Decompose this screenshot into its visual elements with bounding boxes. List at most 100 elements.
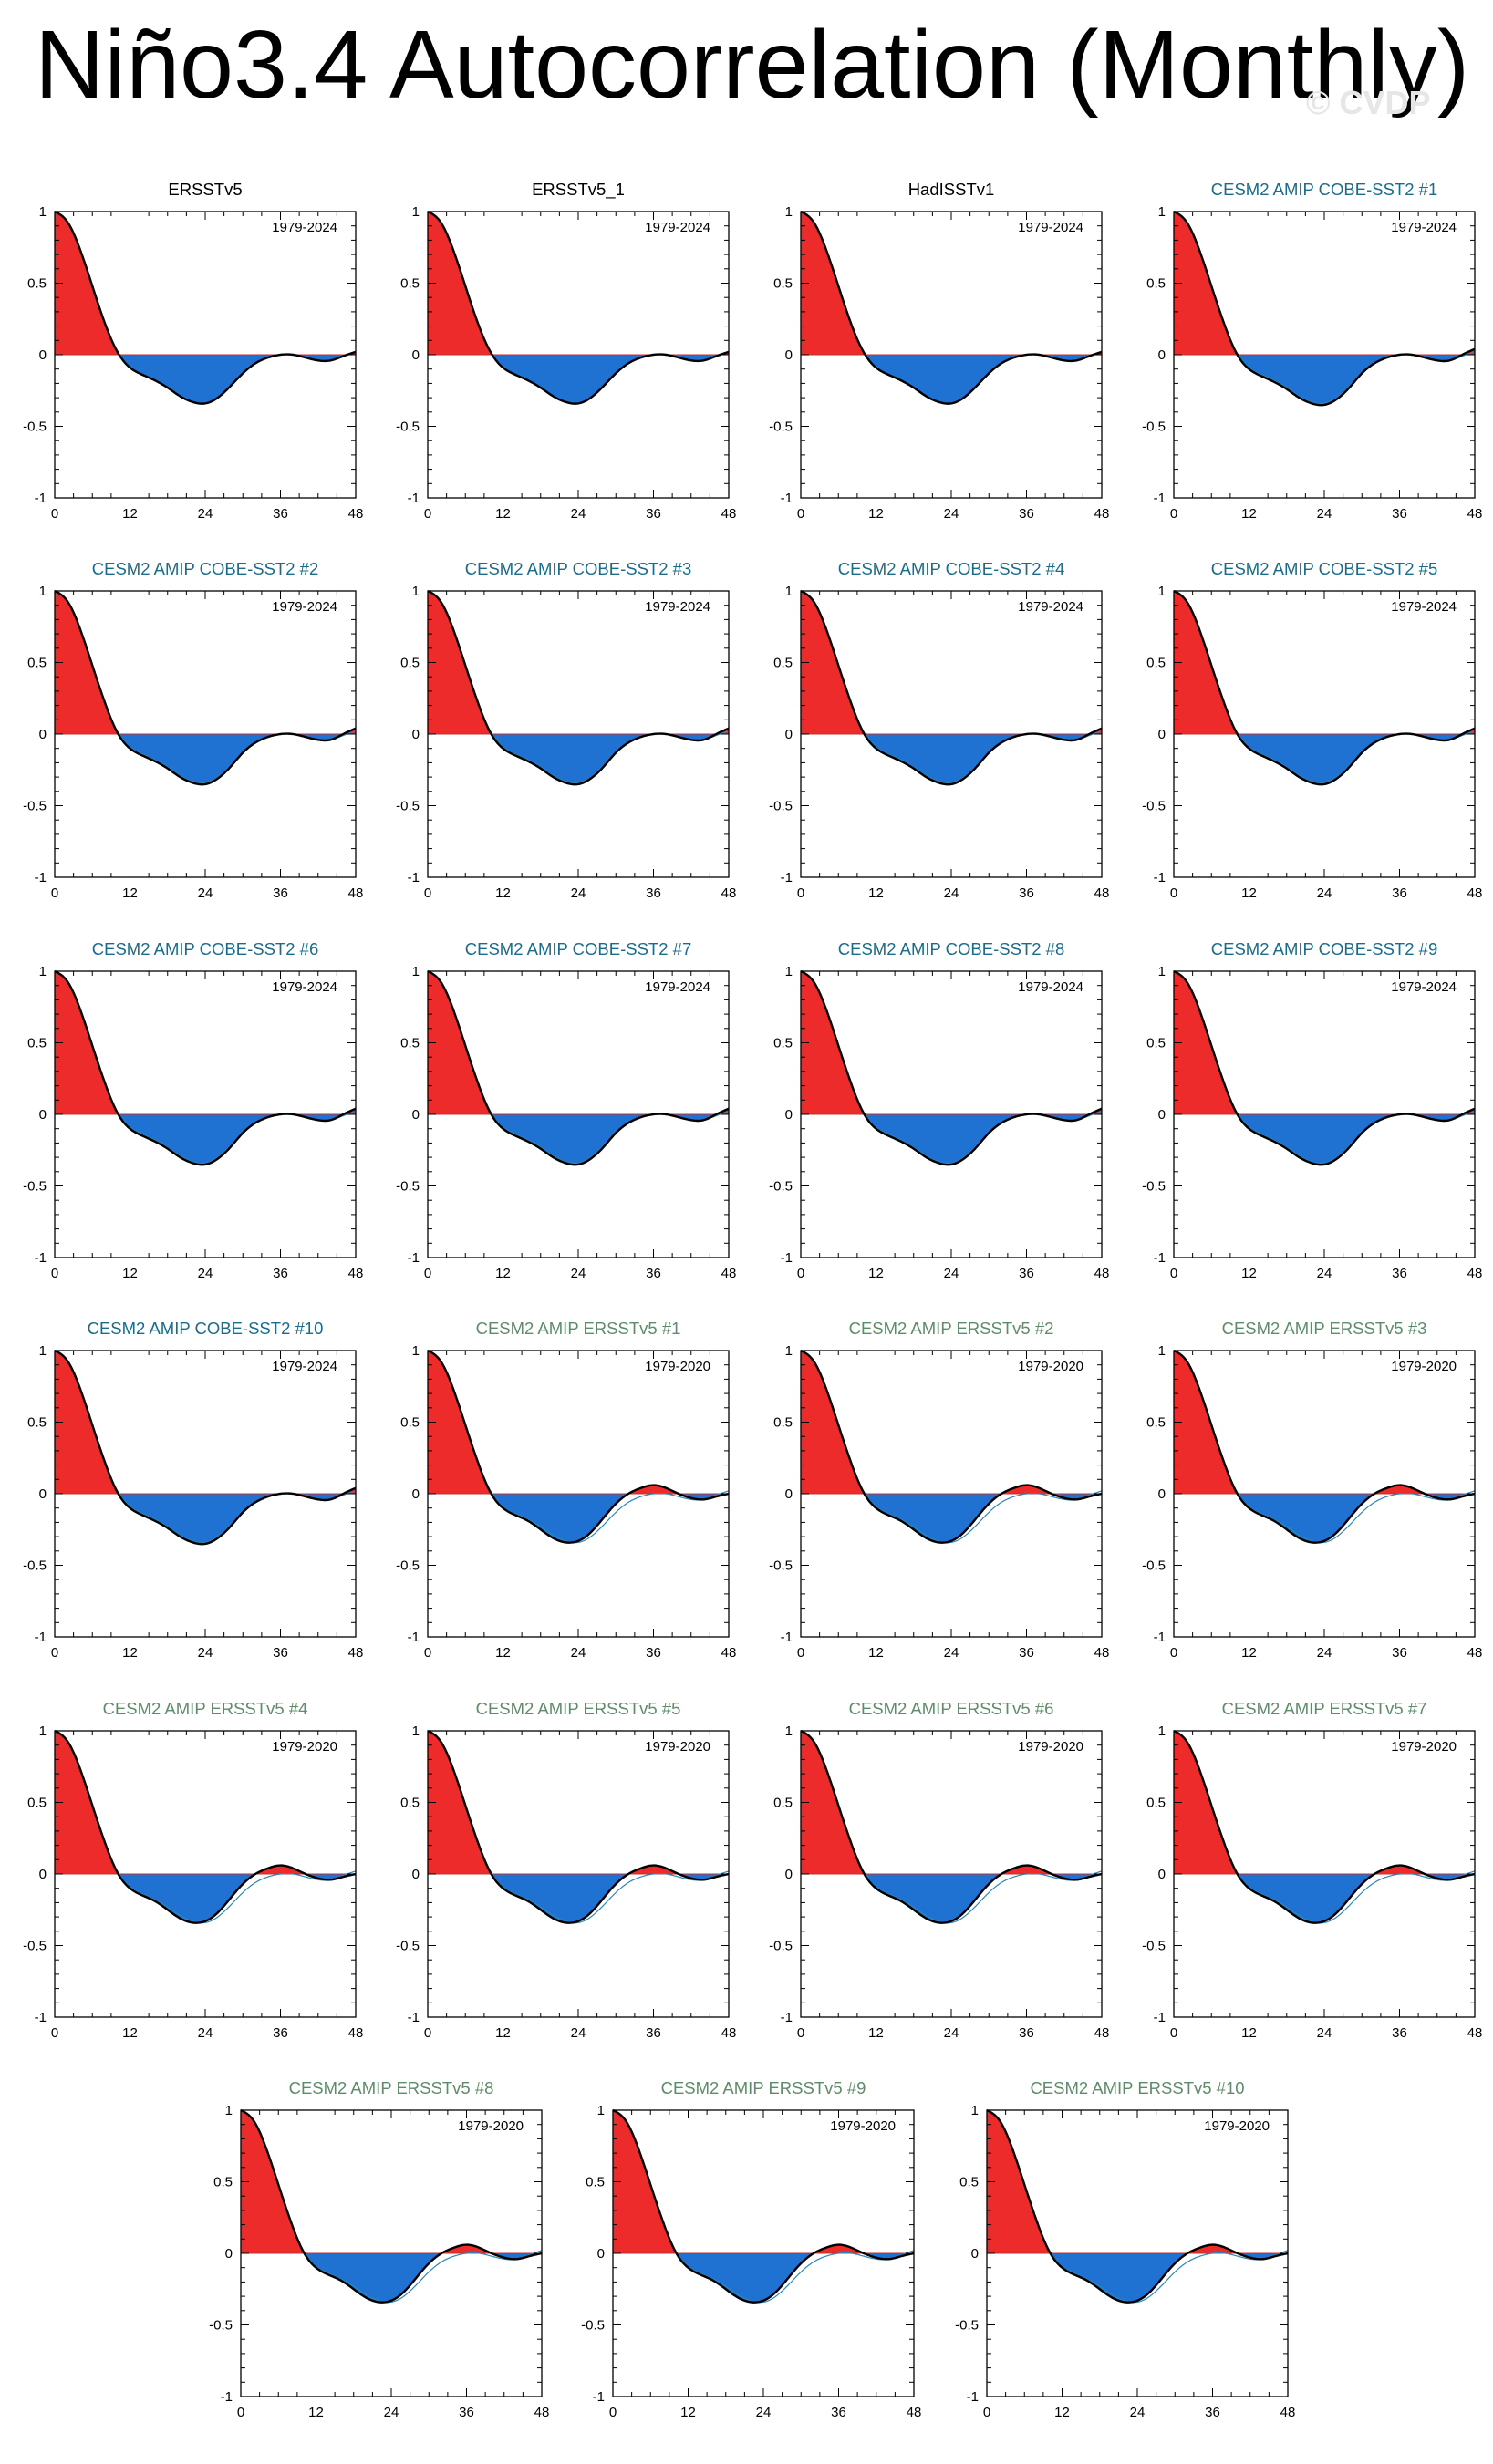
y-tick-label: 1 [39, 584, 47, 599]
x-tick-label: 36 [646, 506, 661, 522]
x-tick-label: 12 [1241, 2025, 1257, 2041]
y-tick-label: -1 [1154, 1630, 1166, 1645]
y-tick-label: 0 [1158, 1867, 1166, 1882]
x-tick-label: 0 [609, 2405, 617, 2420]
x-tick-label: 48 [721, 506, 737, 522]
y-tick-label: 1 [785, 584, 793, 599]
y-tick-label: 0 [412, 1867, 420, 1882]
positive-fill [801, 1731, 1102, 1874]
y-tick-label: -1 [35, 2010, 47, 2025]
x-tick-label: 12 [1241, 1266, 1257, 1281]
x-tick-label: 12 [122, 2025, 138, 2041]
y-tick-label: 0.5 [27, 276, 47, 292]
x-tick-label: 12 [308, 2405, 324, 2420]
y-tick-label: -0.5 [769, 1558, 793, 1574]
y-tick-label: -1 [35, 491, 47, 506]
positive-fill [428, 591, 729, 734]
y-tick-label: 0 [785, 1867, 793, 1882]
period-label: 1979-2020 [1204, 2118, 1270, 2134]
x-tick-label: 48 [1467, 506, 1483, 522]
x-tick-label: 12 [1054, 2405, 1070, 2420]
x-tick-label: 36 [273, 1645, 288, 1661]
y-tick-label: 1 [412, 964, 420, 979]
x-tick-label: 12 [495, 506, 511, 522]
positive-fill [55, 1731, 356, 1874]
x-tick-label: 36 [1392, 506, 1407, 522]
panel-title: CESM2 AMIP ERSSTv5 #1 [476, 1319, 681, 1338]
autocorr-line [240, 2108, 543, 2304]
panel-title: CESM2 AMIP ERSSTv5 #10 [1030, 2078, 1244, 2097]
x-tick-label: 12 [122, 1645, 138, 1661]
x-tick-label: 24 [944, 506, 959, 522]
autocorr-line [1173, 589, 1476, 786]
y-tick-label: 0 [785, 727, 793, 742]
autocorr-panel: 0 12 24 36 48 1 0.5 0 -0.5 -1 CESM2 AMIP ERSSTv5 #… [581, 2078, 921, 2420]
y-tick-label: 0 [1158, 727, 1166, 742]
autocorr-line [427, 589, 730, 786]
y-tick-label: 1 [1158, 1343, 1166, 1359]
period-label: 1979-2020 [1018, 1739, 1083, 1755]
y-tick-label: 1 [1158, 204, 1166, 220]
period-label: 1979-2020 [1391, 1359, 1457, 1374]
x-tick-label: 36 [1392, 1645, 1407, 1661]
x-tick-label: 12 [495, 1266, 511, 1281]
x-tick-label: 24 [571, 506, 586, 522]
autocorr-line [54, 210, 357, 405]
period-label: 1979-2024 [1018, 979, 1083, 995]
y-tick-label: 0.5 [400, 1796, 420, 1811]
autocorr-line [54, 1349, 357, 1546]
positive-fill [801, 591, 1102, 734]
y-tick-label: -0.5 [769, 799, 793, 814]
period-label: 1979-2024 [645, 220, 710, 235]
positive-fill [241, 2110, 542, 2253]
panel-title: CESM2 AMIP COBE-SST2 #8 [838, 939, 1064, 958]
x-tick-label: 0 [51, 2025, 58, 2041]
positive-fill [55, 212, 356, 355]
positive-fill [428, 971, 729, 1114]
x-tick-label: 24 [944, 1266, 959, 1281]
x-tick-label: 24 [571, 1266, 586, 1281]
y-tick-label: 1 [1158, 584, 1166, 599]
y-tick-label: -1 [35, 1630, 47, 1645]
y-tick-label: 1 [225, 2103, 233, 2118]
panel-title: CESM2 AMIP ERSSTv5 #4 [103, 1699, 308, 1718]
x-tick-label: 12 [1241, 1645, 1257, 1661]
y-tick-label: 1 [39, 1724, 47, 1739]
y-tick-label: 1 [412, 1343, 420, 1359]
positive-fill [428, 212, 729, 355]
y-tick-label: -1 [408, 491, 420, 506]
x-tick-label: 48 [348, 1645, 364, 1661]
period-label: 1979-2024 [645, 979, 710, 995]
y-tick-label: -0.5 [396, 799, 420, 814]
period-label: 1979-2020 [272, 1739, 337, 1755]
x-tick-label: 24 [384, 2405, 399, 2420]
x-tick-label: 48 [1467, 1266, 1483, 1281]
x-tick-label: 0 [424, 2025, 431, 2041]
x-tick-label: 36 [646, 1266, 661, 1281]
y-tick-label: -0.5 [396, 419, 420, 435]
x-tick-label: 24 [198, 885, 213, 901]
period-label: 1979-2024 [1018, 220, 1083, 235]
y-tick-label: 0 [412, 1107, 420, 1123]
panel-title: CESM2 AMIP ERSSTv5 #2 [849, 1319, 1054, 1338]
x-tick-label: 48 [721, 2025, 737, 2041]
panel-title: ERSSTv5 [168, 180, 242, 199]
y-tick-label: 0.5 [773, 1036, 793, 1051]
x-tick-label: 36 [646, 1645, 661, 1661]
period-label: 1979-2024 [1391, 220, 1457, 235]
x-tick-label: 48 [907, 2405, 922, 2420]
x-tick-label: 36 [1019, 885, 1034, 901]
period-label: 1979-2020 [645, 1739, 710, 1755]
autocorr-panel: 0 12 24 36 48 1 0.5 0 -0.5 -1 CESM2 AMIP ERSSTv5 #… [1142, 1319, 1482, 1661]
positive-fill [987, 2110, 1288, 2253]
panel-title: CESM2 AMIP ERSSTv5 #9 [661, 2078, 866, 2097]
panel-title: CESM2 AMIP COBE-SST2 #3 [465, 559, 691, 578]
y-tick-label: -0.5 [1142, 419, 1166, 435]
y-tick-label: -0.5 [769, 1179, 793, 1195]
y-tick-label: 1 [39, 964, 47, 979]
period-label: 1979-2024 [1391, 979, 1457, 995]
y-tick-label: -1 [408, 870, 420, 885]
x-tick-label: 36 [646, 2025, 661, 2041]
y-tick-label: -1 [35, 870, 47, 885]
x-tick-label: 24 [571, 1645, 586, 1661]
